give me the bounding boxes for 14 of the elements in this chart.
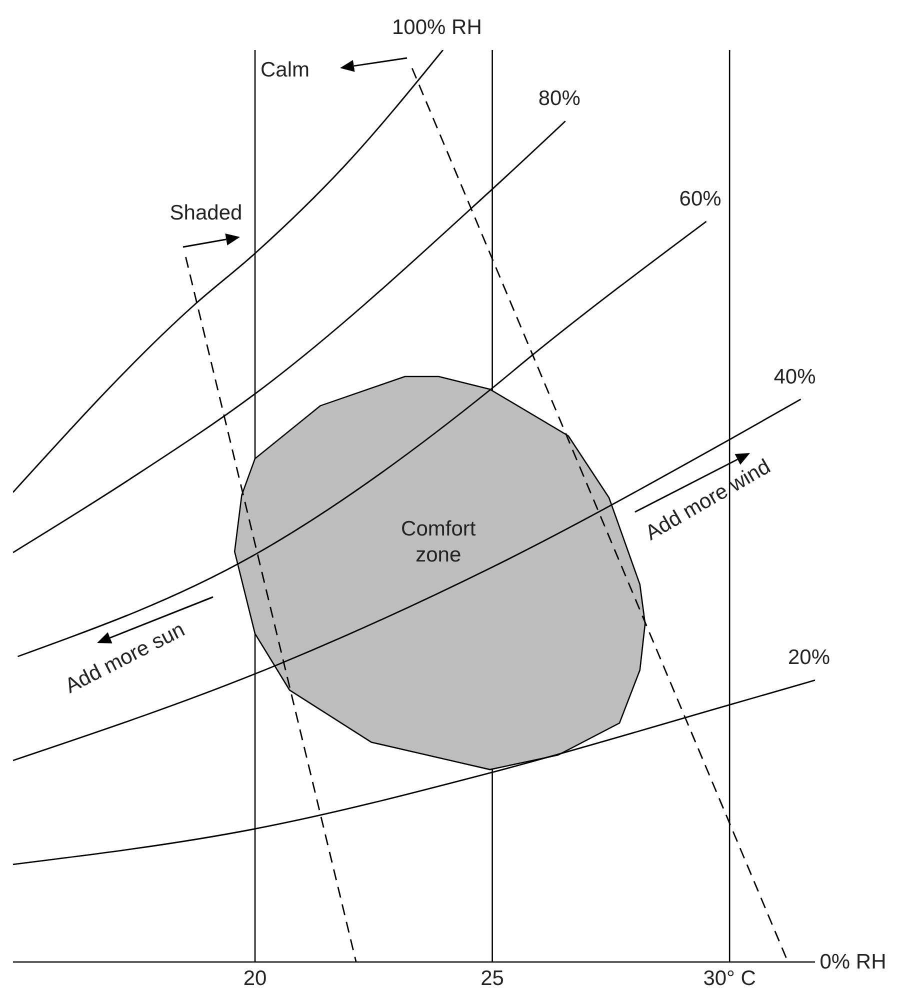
x-tick-label: 30° C: [703, 966, 756, 990]
series-label: 60%: [679, 187, 722, 210]
series-label: 80%: [538, 87, 580, 110]
x-tick-label: 25: [480, 966, 504, 990]
series-label: Comfort zone: [401, 517, 476, 566]
annotation: Calm: [260, 58, 310, 82]
annotation: Add more sun: [62, 618, 188, 698]
series-label: 20%: [788, 646, 830, 670]
annotation: Shaded: [170, 202, 242, 224]
series-label: 40%: [774, 365, 816, 388]
x-tick-label: 20: [243, 966, 267, 990]
text: 0% RH: [820, 950, 886, 974]
annotation: Add more wind: [642, 455, 774, 545]
series-label: 100% RH: [392, 16, 482, 39]
